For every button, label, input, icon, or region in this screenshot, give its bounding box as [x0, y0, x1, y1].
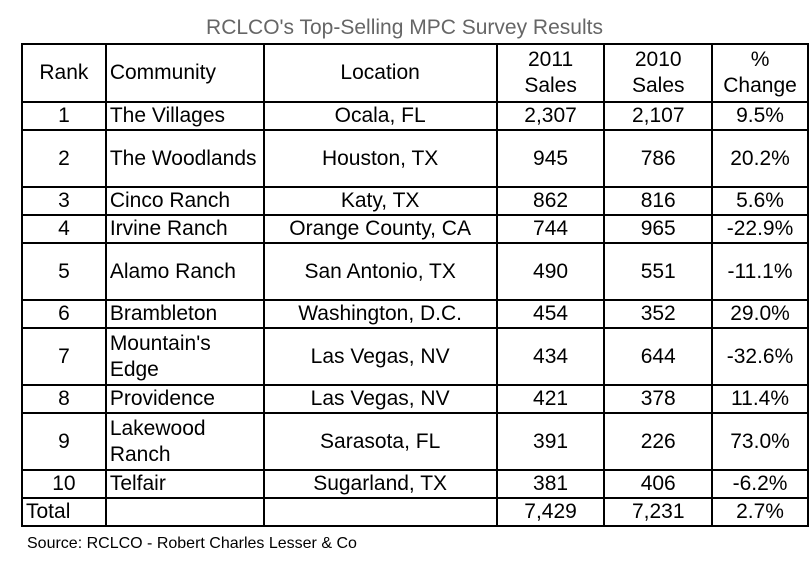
table-row: 1 The Villages Ocala, FL 2,307 2,107 9.5% — [21, 101, 809, 131]
cell-2011-sales: 744 — [495, 214, 606, 244]
cell-location: San Antonio, TX — [262, 242, 498, 301]
header-community: Community — [104, 43, 265, 103]
total-label: Total — [21, 497, 107, 527]
cell-rank: 2 — [21, 129, 107, 188]
cell-2011-sales: 490 — [495, 242, 606, 301]
cell-percent-change: 5.6% — [711, 186, 809, 216]
table-row: 4 Irvine Ranch Orange County, CA 744 965 -22.… — [21, 214, 809, 244]
cell-community: Brambleton — [104, 299, 265, 329]
total-row: Total 7,429 7,231 2.7% — [21, 497, 809, 527]
cell-percent-change: 9.5% — [711, 101, 809, 131]
survey-results-table: Rank Community Location 2011 Sales 2010 … — [21, 43, 809, 527]
source-note: Source: RCLCO - Robert Charles Lesser & … — [27, 535, 357, 552]
total-percent-change: 2.7% — [711, 497, 809, 527]
cell-location: Houston, TX — [262, 129, 498, 188]
cell-2011-sales: 381 — [495, 469, 606, 499]
cell-percent-change: 20.2% — [711, 129, 809, 188]
cell-2011-sales: 434 — [495, 327, 606, 386]
cell-2010-sales: 965 — [603, 214, 714, 244]
cell-location: Katy, TX — [262, 186, 498, 216]
cell-percent-change: 11.4% — [711, 384, 809, 414]
table-row: 8 Providence Las Vegas, NV 421 378 11.4% — [21, 384, 809, 414]
total-community-empty — [104, 497, 265, 527]
header-2011-sales: 2011 Sales — [495, 43, 606, 103]
cell-2010-sales: 2,107 — [603, 101, 714, 131]
cell-percent-change: 29.0% — [711, 299, 809, 329]
total-location-empty — [262, 497, 498, 527]
cell-rank: 4 — [21, 214, 107, 244]
cell-community: Irvine Ranch — [104, 214, 265, 244]
cell-location: Ocala, FL — [262, 101, 498, 131]
cell-rank: 10 — [21, 469, 107, 499]
cell-location: Sarasota, FL — [262, 412, 498, 471]
cell-community: The Woodlands — [104, 129, 265, 188]
table-row: 5 Alamo Ranch San Antonio, TX 490 551 -11.1% — [21, 242, 809, 301]
cell-percent-change: -22.9% — [711, 214, 809, 244]
header-location: Location — [262, 43, 498, 103]
cell-percent-change: -6.2% — [711, 469, 809, 499]
cell-2011-sales: 421 — [495, 384, 606, 414]
cell-community: Alamo Ranch — [104, 242, 265, 301]
header-2010-sales: 2010 Sales — [603, 43, 714, 103]
cell-2010-sales: 786 — [603, 129, 714, 188]
cell-2010-sales: 644 — [603, 327, 714, 386]
table-row: 6 Brambleton Washington, D.C. 454 352 29.0% — [21, 299, 809, 329]
table-row: 7 Mountain's Edge Las Vegas, NV 434 644 -32.6… — [21, 327, 809, 386]
cell-percent-change: -11.1% — [711, 242, 809, 301]
cell-percent-change: -32.6% — [711, 327, 809, 386]
total-2011-sales: 7,429 — [495, 497, 606, 527]
cell-rank: 7 — [21, 327, 107, 386]
cell-2011-sales: 862 — [495, 186, 606, 216]
cell-location: Washington, D.C. — [262, 299, 498, 329]
cell-community: Lakewood Ranch — [104, 412, 265, 471]
cell-community: Telfair — [104, 469, 265, 499]
cell-rank: 9 — [21, 412, 107, 471]
cell-rank: 6 — [21, 299, 107, 329]
cell-2010-sales: 226 — [603, 412, 714, 471]
table-row: 2 The Woodlands Houston, TX 945 786 20.2% — [21, 129, 809, 188]
cell-community: Providence — [104, 384, 265, 414]
cell-2010-sales: 352 — [603, 299, 714, 329]
cell-location: Orange County, CA — [262, 214, 498, 244]
header-percent-change: % Change — [711, 43, 809, 103]
table-row: 9 Lakewood Ranch Sarasota, FL 391 226 73.0% — [21, 412, 809, 471]
cell-2011-sales: 454 — [495, 299, 606, 329]
table-row: 10 Telfair Sugarland, TX 381 406 -6.2% — [21, 469, 809, 499]
cell-2010-sales: 406 — [603, 469, 714, 499]
cell-2010-sales: 551 — [603, 242, 714, 301]
cell-location: Las Vegas, NV — [262, 327, 498, 386]
cell-2011-sales: 391 — [495, 412, 606, 471]
cell-rank: 8 — [21, 384, 107, 414]
header-row: Rank Community Location 2011 Sales 2010 … — [21, 43, 809, 103]
cell-community: The Villages — [104, 101, 265, 131]
cell-2010-sales: 816 — [603, 186, 714, 216]
cell-rank: 1 — [21, 101, 107, 131]
table-row: 3 Cinco Ranch Katy, TX 862 816 5.6% — [21, 186, 809, 216]
cell-2011-sales: 945 — [495, 129, 606, 188]
cell-community: Mountain's Edge — [104, 327, 265, 386]
total-2010-sales: 7,231 — [603, 497, 714, 527]
chart-title: RCLCO's Top-Selling MPC Survey Results — [206, 16, 603, 39]
header-rank: Rank — [21, 43, 107, 103]
cell-percent-change: 73.0% — [711, 412, 809, 471]
cell-2011-sales: 2,307 — [495, 101, 606, 131]
cell-2010-sales: 378 — [603, 384, 714, 414]
cell-rank: 5 — [21, 242, 107, 301]
cell-rank: 3 — [21, 186, 107, 216]
cell-community: Cinco Ranch — [104, 186, 265, 216]
cell-location: Las Vegas, NV — [262, 384, 498, 414]
cell-location: Sugarland, TX — [262, 469, 498, 499]
